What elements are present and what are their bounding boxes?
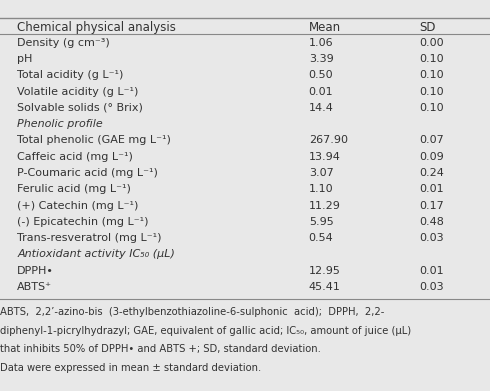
Text: (-) Epicatechin (mg L⁻¹): (-) Epicatechin (mg L⁻¹) [17, 217, 148, 227]
Text: 0.48: 0.48 [419, 217, 444, 227]
Text: 267.90: 267.90 [309, 135, 348, 145]
Text: 0.10: 0.10 [419, 54, 443, 64]
Text: 14.4: 14.4 [309, 103, 334, 113]
Text: ABTS,  2,2’-azino-bis  (3-ethylbenzothiazoline-6-sulphonic  acid);  DPPH,  2,2-: ABTS, 2,2’-azino-bis (3-ethylbenzothiazo… [0, 307, 384, 317]
Text: pH: pH [17, 54, 32, 64]
Text: Volatile acidity (g L⁻¹): Volatile acidity (g L⁻¹) [17, 87, 139, 97]
Text: 0.50: 0.50 [309, 70, 333, 81]
Text: diphenyl-1-picrylhydrazyl; GAE, equivalent of gallic acid; IC₅₀, amount of juice: diphenyl-1-picrylhydrazyl; GAE, equivale… [0, 326, 411, 336]
Text: Phenolic profile: Phenolic profile [17, 119, 103, 129]
Text: 0.54: 0.54 [309, 233, 334, 243]
Text: 3.07: 3.07 [309, 168, 334, 178]
Text: Density (g cm⁻³): Density (g cm⁻³) [17, 38, 110, 48]
Text: 0.09: 0.09 [419, 152, 444, 162]
Text: 1.10: 1.10 [309, 184, 333, 194]
Text: that inhibits 50% of DPPH• and ABTS +; SD, standard deviation.: that inhibits 50% of DPPH• and ABTS +; S… [0, 344, 321, 355]
Text: Total phenolic (GAE mg L⁻¹): Total phenolic (GAE mg L⁻¹) [17, 135, 171, 145]
Text: Mean: Mean [309, 21, 341, 34]
Text: 1.06: 1.06 [309, 38, 333, 48]
Text: 12.95: 12.95 [309, 265, 341, 276]
Text: 45.41: 45.41 [309, 282, 341, 292]
Text: 0.01: 0.01 [309, 87, 333, 97]
Text: 3.39: 3.39 [309, 54, 334, 64]
Text: Ferulic acid (mg L⁻¹): Ferulic acid (mg L⁻¹) [17, 184, 131, 194]
Text: P-Coumaric acid (mg L⁻¹): P-Coumaric acid (mg L⁻¹) [17, 168, 158, 178]
Text: 0.17: 0.17 [419, 201, 444, 210]
Text: 0.07: 0.07 [419, 135, 444, 145]
Text: 0.01: 0.01 [419, 184, 443, 194]
Text: 0.10: 0.10 [419, 70, 443, 81]
Text: 0.10: 0.10 [419, 87, 443, 97]
Text: 0.03: 0.03 [419, 233, 443, 243]
Text: (+) Catechin (mg L⁻¹): (+) Catechin (mg L⁻¹) [17, 201, 139, 210]
Text: 11.29: 11.29 [309, 201, 341, 210]
Text: Total acidity (g L⁻¹): Total acidity (g L⁻¹) [17, 70, 123, 81]
Text: Solvable solids (° Brix): Solvable solids (° Brix) [17, 103, 143, 113]
Text: 13.94: 13.94 [309, 152, 341, 162]
Text: DPPH•: DPPH• [17, 265, 54, 276]
Text: 0.01: 0.01 [419, 265, 443, 276]
Text: 0.00: 0.00 [419, 38, 443, 48]
Text: Chemical physical analysis: Chemical physical analysis [17, 21, 176, 34]
Text: Trans-resveratrol (mg L⁻¹): Trans-resveratrol (mg L⁻¹) [17, 233, 162, 243]
Text: SD: SD [419, 21, 436, 34]
Text: Data were expressed in mean ± standard deviation.: Data were expressed in mean ± standard d… [0, 363, 261, 373]
Text: 0.24: 0.24 [419, 168, 444, 178]
Text: 5.95: 5.95 [309, 217, 334, 227]
Text: ABTS⁺: ABTS⁺ [17, 282, 52, 292]
Text: 0.03: 0.03 [419, 282, 443, 292]
Text: Caffeic acid (mg L⁻¹): Caffeic acid (mg L⁻¹) [17, 152, 133, 162]
Text: 0.10: 0.10 [419, 103, 443, 113]
Text: Antioxidant activity IC₅₀ (μL): Antioxidant activity IC₅₀ (μL) [17, 249, 175, 259]
